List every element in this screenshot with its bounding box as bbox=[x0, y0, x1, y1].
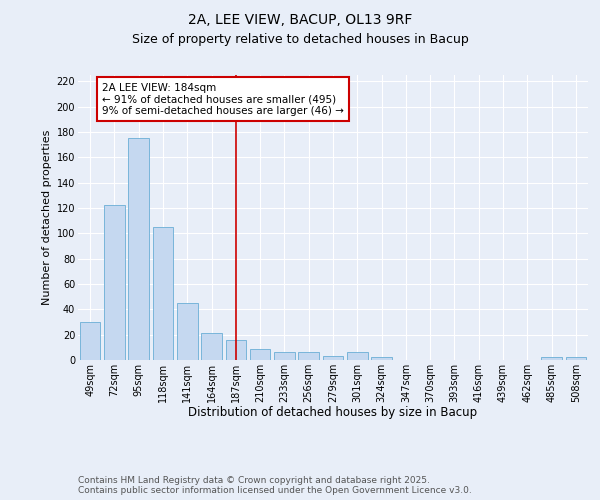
Bar bbox=[128, 138, 149, 360]
Text: Contains HM Land Registry data © Crown copyright and database right 2025.
Contai: Contains HM Land Registry data © Crown c… bbox=[78, 476, 472, 495]
Bar bbox=[80, 322, 100, 360]
X-axis label: Distribution of detached houses by size in Bacup: Distribution of detached houses by size … bbox=[188, 406, 478, 420]
Bar bbox=[371, 358, 392, 360]
Bar bbox=[274, 352, 295, 360]
Bar bbox=[298, 352, 319, 360]
Text: 2A LEE VIEW: 184sqm
← 91% of detached houses are smaller (495)
9% of semi-detach: 2A LEE VIEW: 184sqm ← 91% of detached ho… bbox=[102, 82, 344, 116]
Text: Size of property relative to detached houses in Bacup: Size of property relative to detached ho… bbox=[131, 32, 469, 46]
Y-axis label: Number of detached properties: Number of detached properties bbox=[43, 130, 52, 305]
Bar bbox=[201, 334, 222, 360]
Text: 2A, LEE VIEW, BACUP, OL13 9RF: 2A, LEE VIEW, BACUP, OL13 9RF bbox=[188, 12, 412, 26]
Bar bbox=[226, 340, 246, 360]
Bar bbox=[177, 303, 197, 360]
Bar bbox=[323, 356, 343, 360]
Bar bbox=[250, 348, 271, 360]
Bar bbox=[104, 206, 125, 360]
Bar bbox=[541, 358, 562, 360]
Bar bbox=[347, 352, 368, 360]
Bar bbox=[152, 227, 173, 360]
Bar bbox=[566, 358, 586, 360]
